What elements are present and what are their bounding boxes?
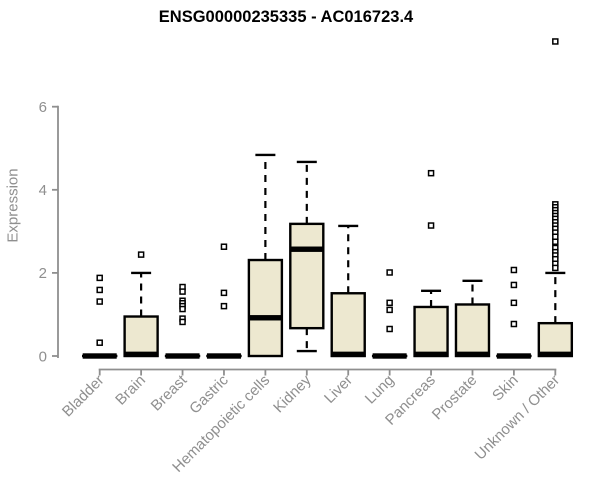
y-axis: 0 2 4 6 bbox=[39, 99, 59, 365]
iqr-box bbox=[454, 303, 491, 358]
outlier-point bbox=[179, 288, 186, 295]
outlier-point bbox=[427, 222, 435, 229]
box-unknown-other bbox=[537, 38, 574, 358]
outlier-point bbox=[386, 299, 393, 307]
x-tick-label-liver: Liver bbox=[321, 372, 356, 407]
box-pancreas bbox=[413, 169, 449, 358]
median-line bbox=[455, 351, 490, 358]
y-tick-label: 2 bbox=[39, 265, 47, 282]
iqr-box bbox=[289, 222, 325, 330]
box-kidney bbox=[289, 160, 325, 353]
box-skin bbox=[496, 266, 532, 359]
x-tick-label-lung: Lung bbox=[362, 372, 398, 408]
x-tick-label-bladder: Bladder bbox=[59, 372, 108, 421]
outlier-point bbox=[220, 302, 228, 310]
median-line bbox=[124, 351, 159, 358]
outlier-point bbox=[179, 318, 186, 326]
outlier-point bbox=[96, 286, 103, 294]
iqr-box bbox=[537, 321, 574, 358]
iqr-box bbox=[413, 305, 449, 358]
outlier-point bbox=[386, 269, 393, 276]
outlier-point bbox=[552, 238, 559, 245]
outlier-point bbox=[96, 298, 103, 305]
median-line bbox=[206, 353, 241, 359]
outlier-point bbox=[137, 251, 145, 258]
iqr-box bbox=[330, 292, 366, 358]
iqr-box bbox=[247, 258, 284, 358]
outlier-point bbox=[386, 325, 393, 333]
x-tick-label-prostate: Prostate bbox=[429, 372, 481, 424]
outlier-point bbox=[510, 266, 518, 274]
x-tick-label-kidney: Kidney bbox=[270, 371, 315, 416]
outlier-point bbox=[220, 289, 228, 297]
outlier-point bbox=[427, 169, 435, 177]
outlier-point bbox=[386, 306, 393, 314]
median-line bbox=[165, 353, 200, 359]
outlier-point bbox=[179, 305, 186, 313]
median-line bbox=[414, 351, 449, 358]
outlier-point bbox=[96, 274, 103, 282]
median-line bbox=[538, 351, 573, 358]
box-liver bbox=[330, 224, 366, 358]
median-line bbox=[372, 353, 407, 359]
x-tick-label-brain: Brain bbox=[112, 372, 149, 409]
iqr-box bbox=[123, 315, 159, 358]
y-tick-label: 6 bbox=[39, 99, 47, 116]
y-tick-label: 0 bbox=[39, 348, 47, 365]
box-breast bbox=[164, 283, 201, 359]
outlier-point bbox=[96, 339, 103, 346]
y-tick-label: 4 bbox=[39, 182, 47, 199]
median-line bbox=[82, 353, 117, 359]
outlier-point bbox=[552, 264, 559, 272]
outlier-point bbox=[510, 320, 518, 328]
median-line bbox=[331, 351, 366, 358]
median-line bbox=[496, 353, 531, 359]
x-tick-label-breast: Breast bbox=[148, 371, 191, 414]
median-line bbox=[248, 315, 283, 321]
chart-title: ENSG00000235335 - AC016723.4 bbox=[158, 8, 414, 26]
box-bladder bbox=[81, 274, 118, 359]
outlier-point bbox=[220, 243, 228, 250]
box-lung bbox=[371, 269, 408, 359]
box-gastric bbox=[206, 243, 242, 359]
x-tick-label-skin: Skin bbox=[489, 372, 522, 405]
box-prostate bbox=[454, 279, 491, 358]
median-line bbox=[289, 246, 324, 252]
box-brain bbox=[123, 251, 159, 358]
outlier-point bbox=[552, 38, 559, 45]
outlier-point bbox=[510, 281, 518, 289]
box-hematopoietic-cells bbox=[247, 153, 284, 358]
outlier-point bbox=[510, 299, 518, 307]
